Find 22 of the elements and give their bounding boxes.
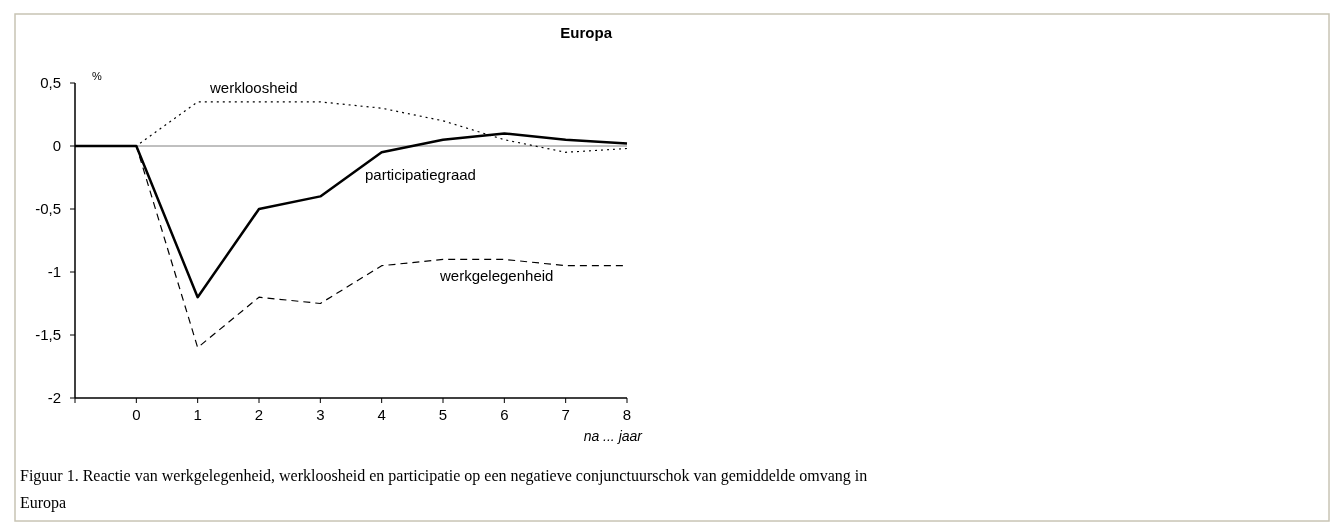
x-axis-title: na ... jaar <box>583 428 644 444</box>
text: Figuur 1. Reactie van werkgelegenheid, werkloosheid en participatie op een negatieve conjunctuurschok van gemiddelde omvang in Europa <box>20 466 869 514</box>
y-tick-label: 0 <box>52 137 61 155</box>
x-tick-label: 3 <box>316 406 325 423</box>
x-tick-label: 4 <box>377 406 386 423</box>
x-tick-label: 1 <box>193 406 202 423</box>
x-tick-label: 5 <box>438 406 448 423</box>
y-tick-label: -2 <box>47 389 61 407</box>
x-tick-label: 2 <box>254 406 264 423</box>
x-tick-label: 7 <box>561 406 570 423</box>
x-tick-label: 0 <box>132 406 141 423</box>
y-tick-label: -0,5 <box>35 200 61 218</box>
series-label: werkgelegenheid <box>439 267 554 284</box>
y-tick-label: -1,5 <box>35 326 61 344</box>
y-axis-title: % <box>92 70 102 82</box>
y-tick-label: -1 <box>47 263 61 281</box>
chart-title: Europa <box>560 24 613 41</box>
series-label: werkloosheid <box>209 79 298 96</box>
x-tick-label: 8 <box>622 406 632 423</box>
series-label: participatiegraad <box>365 166 476 183</box>
x-tick-label: 6 <box>500 406 509 423</box>
y-tick-label: 0,5 <box>40 74 61 92</box>
